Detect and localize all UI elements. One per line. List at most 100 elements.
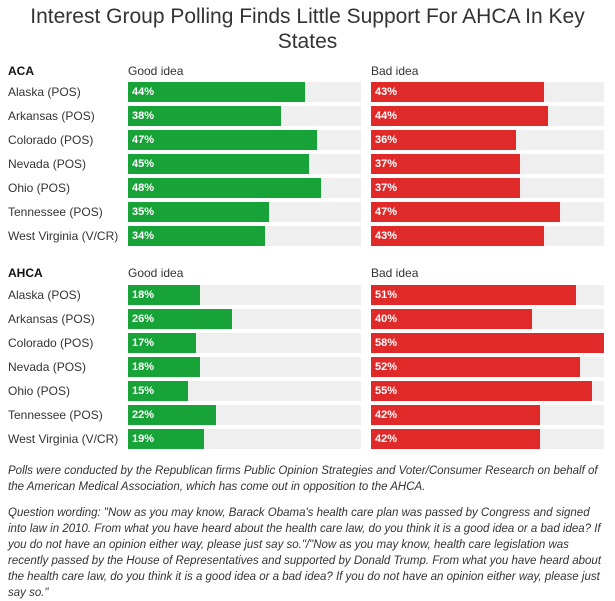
bar-good-idea bbox=[128, 381, 189, 401]
data-label: 18% bbox=[132, 289, 155, 301]
data-label: 18% bbox=[132, 361, 155, 373]
series-header-good-idea: Good idea bbox=[128, 64, 184, 78]
bar-good-idea bbox=[128, 333, 197, 353]
data-label: 51% bbox=[375, 289, 398, 301]
category-label: Tennessee (POS) bbox=[8, 205, 103, 219]
data-label: 35% bbox=[132, 206, 155, 218]
data-label: 47% bbox=[375, 206, 398, 218]
bar-bad-idea bbox=[371, 82, 544, 102]
bar-bad-idea bbox=[371, 106, 548, 126]
data-label: 42% bbox=[375, 433, 398, 445]
bar-track: 52% bbox=[371, 357, 604, 377]
bar-track: 51% bbox=[371, 285, 604, 305]
bar-bad-idea bbox=[371, 429, 540, 449]
category-label: West Virginia (V/CR) bbox=[8, 432, 119, 446]
bar-track: 42% bbox=[371, 429, 604, 449]
bar-track: 37% bbox=[371, 154, 604, 174]
bar-good-idea bbox=[128, 405, 217, 425]
category-label: Colorado (POS) bbox=[8, 133, 94, 147]
bar-bad-idea bbox=[371, 154, 520, 174]
data-label: 36% bbox=[375, 134, 398, 146]
bar-track: 43% bbox=[371, 82, 604, 102]
data-label: 37% bbox=[375, 182, 398, 194]
bar-good-idea bbox=[128, 154, 309, 174]
bar-bad-idea bbox=[371, 405, 540, 425]
bar-good-idea bbox=[128, 82, 305, 102]
data-label: 55% bbox=[375, 385, 398, 397]
bar-track: 45% bbox=[128, 154, 361, 174]
category-label: Arkansas (POS) bbox=[8, 109, 95, 123]
bar-track: 34% bbox=[128, 226, 361, 246]
panel-heading-ahca: AHCA bbox=[8, 266, 43, 280]
bar-track: 18% bbox=[128, 357, 361, 377]
category-label: Ohio (POS) bbox=[8, 181, 71, 195]
bar-good-idea bbox=[128, 202, 269, 222]
data-label: 40% bbox=[375, 313, 398, 325]
source-note: Polls were conducted by the Republican f… bbox=[8, 465, 598, 493]
bar-track: 22% bbox=[128, 405, 361, 425]
category-label: Nevada (POS) bbox=[8, 157, 87, 171]
bar-track: 26% bbox=[128, 309, 361, 329]
bar-bad-idea bbox=[371, 357, 580, 377]
bar-good-idea bbox=[128, 357, 201, 377]
bar-good-idea bbox=[128, 226, 265, 246]
data-label: 48% bbox=[132, 182, 155, 194]
category-label: West Virginia (V/CR) bbox=[8, 229, 119, 243]
data-label: 37% bbox=[375, 158, 398, 170]
data-label: 43% bbox=[375, 86, 398, 98]
category-label: Alaska (POS) bbox=[8, 85, 81, 99]
category-label: Arkansas (POS) bbox=[8, 312, 95, 326]
data-label: 17% bbox=[132, 337, 155, 349]
category-label: Alaska (POS) bbox=[8, 288, 81, 302]
data-label: 47% bbox=[132, 134, 155, 146]
bar-track: 36% bbox=[371, 130, 604, 150]
bar-bad-idea bbox=[371, 333, 604, 353]
panel-heading-aca: ACA bbox=[8, 64, 34, 78]
data-label: 26% bbox=[132, 313, 155, 325]
bar-track: 37% bbox=[371, 178, 604, 198]
bar-bad-idea bbox=[371, 178, 520, 198]
bar-good-idea bbox=[128, 309, 233, 329]
series-header-bad-idea: Bad idea bbox=[371, 266, 419, 280]
data-label: 58% bbox=[375, 337, 398, 349]
bar-track: 47% bbox=[128, 130, 361, 150]
data-label: 44% bbox=[375, 110, 398, 122]
bar-good-idea bbox=[128, 178, 321, 198]
bar-track: 58% bbox=[371, 333, 604, 353]
category-label: Colorado (POS) bbox=[8, 336, 94, 350]
bar-bad-idea bbox=[371, 309, 532, 329]
data-label: 44% bbox=[132, 86, 155, 98]
bar-track: 40% bbox=[371, 309, 604, 329]
bar-track: 42% bbox=[371, 405, 604, 425]
bar-track: 44% bbox=[128, 82, 361, 102]
bar-bad-idea bbox=[371, 381, 592, 401]
series-header-good-idea: Good idea bbox=[128, 266, 184, 280]
bar-bad-idea bbox=[371, 285, 576, 305]
category-label: Nevada (POS) bbox=[8, 360, 87, 374]
bar-good-idea bbox=[128, 130, 317, 150]
category-label: Tennessee (POS) bbox=[8, 408, 103, 422]
bar-track: 44% bbox=[371, 106, 604, 126]
data-label: 34% bbox=[132, 230, 155, 242]
bar-good-idea bbox=[128, 285, 201, 305]
bar-good-idea bbox=[128, 429, 205, 449]
data-label: 45% bbox=[132, 158, 155, 170]
bar-track: 18% bbox=[128, 285, 361, 305]
data-label: 22% bbox=[132, 409, 155, 421]
bar-good-idea bbox=[128, 106, 281, 126]
bar-track: 55% bbox=[371, 381, 604, 401]
data-label: 15% bbox=[132, 385, 155, 397]
question-wording-note: Question wording: "Now as you may know, … bbox=[8, 507, 602, 599]
chart-title: Interest Group Polling Finds Little Supp… bbox=[30, 5, 585, 53]
bar-bad-idea bbox=[371, 226, 544, 246]
bar-bad-idea bbox=[371, 202, 560, 222]
bar-track: 15% bbox=[128, 381, 361, 401]
bar-track: 19% bbox=[128, 429, 361, 449]
data-label: 19% bbox=[132, 433, 155, 445]
bar-bad-idea bbox=[371, 130, 516, 150]
data-label: 43% bbox=[375, 230, 398, 242]
data-label: 38% bbox=[132, 110, 155, 122]
series-header-bad-idea: Bad idea bbox=[371, 64, 419, 78]
data-label: 42% bbox=[375, 409, 398, 421]
bar-track: 43% bbox=[371, 226, 604, 246]
